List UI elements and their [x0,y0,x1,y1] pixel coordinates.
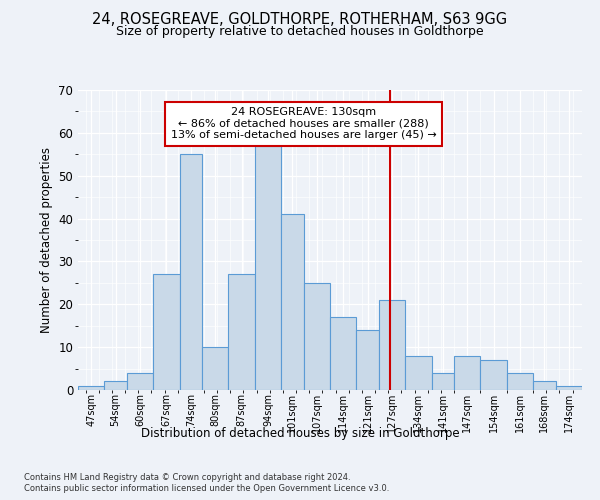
Bar [229,274,255,390]
Bar [556,386,582,390]
Bar [78,386,104,390]
Bar [202,347,229,390]
Bar [255,146,281,390]
Bar [304,283,330,390]
Text: 24, ROSEGREAVE, GOLDTHORPE, ROTHERHAM, S63 9GG: 24, ROSEGREAVE, GOLDTHORPE, ROTHERHAM, S… [92,12,508,28]
Text: Size of property relative to detached houses in Goldthorpe: Size of property relative to detached ho… [116,25,484,38]
Bar [330,317,356,390]
Bar [281,214,304,390]
Bar [356,330,379,390]
Text: Contains public sector information licensed under the Open Government Licence v3: Contains public sector information licen… [24,484,389,493]
Bar [454,356,481,390]
Bar [507,373,533,390]
Bar [481,360,507,390]
Bar [127,373,153,390]
Bar [379,300,405,390]
Bar [104,382,127,390]
Bar [533,382,556,390]
Bar [405,356,431,390]
Bar [153,274,179,390]
Y-axis label: Number of detached properties: Number of detached properties [40,147,53,333]
Text: Contains HM Land Registry data © Crown copyright and database right 2024.: Contains HM Land Registry data © Crown c… [24,472,350,482]
Text: Distribution of detached houses by size in Goldthorpe: Distribution of detached houses by size … [140,428,460,440]
Text: 24 ROSEGREAVE: 130sqm
← 86% of detached houses are smaller (288)
13% of semi-det: 24 ROSEGREAVE: 130sqm ← 86% of detached … [171,107,437,140]
Bar [179,154,202,390]
Bar [431,373,454,390]
